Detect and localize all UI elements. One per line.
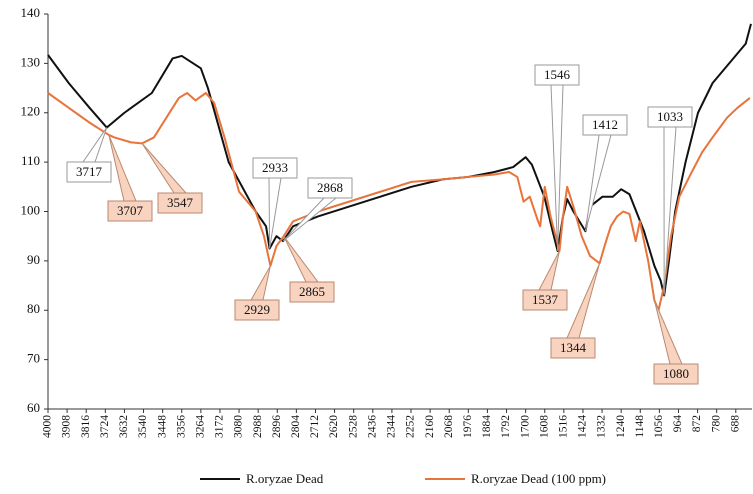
x-tick-label: 1608 <box>538 415 550 438</box>
x-tick-label: 1792 <box>500 415 512 438</box>
x-tick-label: 2068 <box>443 415 455 438</box>
x-tick-label: 1700 <box>519 415 531 438</box>
series-line <box>47 92 751 312</box>
x-tick-label: 2436 <box>366 415 378 438</box>
callout-label: 1412 <box>592 117 618 132</box>
callout-box <box>66 161 112 183</box>
callout-box <box>582 114 628 136</box>
y-tick-label: 120 <box>21 104 41 119</box>
x-tick-label: 1148 <box>634 415 646 438</box>
callout-pointer <box>584 134 612 232</box>
x-tick-label: 2712 <box>309 415 321 438</box>
callout-label: 1033 <box>657 109 683 124</box>
callout-box <box>550 337 596 359</box>
x-tick-label: 2804 <box>290 415 302 438</box>
x-tick-label: 1976 <box>462 415 474 438</box>
callout-box <box>653 363 699 385</box>
x-tick-label: 3448 <box>156 415 168 438</box>
y-tick-label: 110 <box>21 153 40 168</box>
x-tick-label: 1056 <box>653 415 665 438</box>
callout-pointer <box>282 197 338 242</box>
x-tick-label: 3540 <box>137 415 149 438</box>
callout-box <box>157 192 203 214</box>
x-tick-label: 3908 <box>61 415 73 438</box>
x-tick-label: 4000 <box>42 415 54 438</box>
callout-pointer <box>108 134 137 202</box>
x-tick-label: 2620 <box>328 415 340 438</box>
x-tick-label: 3724 <box>99 415 111 438</box>
callout-pointer <box>566 263 601 339</box>
legend-label: R.oryzae Dead (100 ppm) <box>471 471 606 486</box>
x-tick-label: 2896 <box>271 415 283 438</box>
callout-label: 3547 <box>167 195 194 210</box>
x-tick-label: 2344 <box>386 415 398 438</box>
legend-label: R.oryzae Dead <box>246 471 324 486</box>
x-tick-label: 3264 <box>194 415 206 438</box>
callout-box <box>522 289 568 311</box>
x-tick-label: 2252 <box>405 415 417 438</box>
callout-pointer <box>653 300 683 365</box>
callout-label: 2865 <box>299 284 325 299</box>
x-tick-label: 780 <box>710 415 722 433</box>
callout-pointer <box>82 127 108 163</box>
x-tick-label: 964 <box>672 415 684 433</box>
callout-box <box>647 106 693 128</box>
callout-label: 1546 <box>544 67 571 82</box>
callout-box <box>307 177 353 199</box>
callout-box <box>534 64 580 86</box>
x-tick-label: 3632 <box>118 415 130 438</box>
x-tick-label: 3356 <box>175 415 187 438</box>
callout-box <box>234 299 280 321</box>
callout-box <box>252 157 298 179</box>
x-tick-label: 872 <box>691 415 703 433</box>
callout-label: 2933 <box>262 160 288 175</box>
x-tick-label: 1884 <box>481 415 493 438</box>
callout-pointer <box>141 143 188 194</box>
y-tick-label: 90 <box>27 252 40 267</box>
callout-box <box>289 281 335 303</box>
callout-pointer <box>538 250 560 291</box>
x-tick-label: 1424 <box>577 415 589 438</box>
callout-label: 3707 <box>117 203 144 218</box>
y-tick-label: 60 <box>27 400 40 415</box>
y-tick-label: 140 <box>21 5 41 20</box>
callout-label: 1344 <box>560 340 587 355</box>
x-tick-label: 2160 <box>424 415 436 438</box>
series-line <box>47 23 752 297</box>
callout-pointer <box>283 235 319 283</box>
callout-label: 2929 <box>244 302 270 317</box>
x-tick-label: 1332 <box>596 415 608 438</box>
callout-label: 1537 <box>532 292 559 307</box>
callout-label: 3717 <box>76 164 103 179</box>
x-tick-label: 688 <box>729 415 741 433</box>
x-tick-label: 3080 <box>233 415 245 438</box>
callout-label: 2868 <box>317 180 343 195</box>
y-tick-label: 130 <box>21 54 41 69</box>
y-tick-label: 80 <box>27 301 40 316</box>
callout-pointer <box>250 265 271 301</box>
x-tick-label: 1516 <box>557 415 569 438</box>
x-tick-label: 2988 <box>252 415 264 438</box>
x-tick-label: 2528 <box>347 415 359 438</box>
x-tick-label: 3816 <box>80 415 92 438</box>
x-tick-label: 3172 <box>214 415 226 438</box>
callout-label: 1080 <box>663 366 689 381</box>
y-tick-label: 70 <box>27 351 40 366</box>
callout-box <box>107 200 153 222</box>
y-tick-label: 100 <box>21 202 41 217</box>
x-tick-label: 1240 <box>615 415 627 438</box>
